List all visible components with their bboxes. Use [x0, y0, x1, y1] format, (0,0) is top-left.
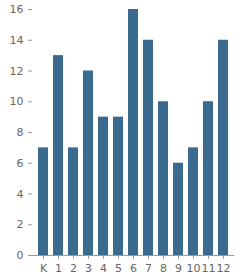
svg-text:2: 2: [17, 218, 24, 231]
svg-text:7: 7: [145, 262, 152, 275]
svg-text:12: 12: [217, 262, 231, 275]
svg-text:2: 2: [70, 262, 77, 275]
svg-text:11: 11: [202, 262, 216, 275]
svg-text:5: 5: [115, 262, 122, 275]
svg-text:6: 6: [130, 262, 137, 275]
svg-text:1: 1: [55, 262, 62, 275]
svg-text:10: 10: [187, 262, 201, 275]
svg-text:4: 4: [17, 188, 24, 201]
svg-text:12: 12: [10, 65, 24, 78]
svg-text:0: 0: [17, 249, 24, 262]
svg-text:3: 3: [85, 262, 92, 275]
svg-text:K: K: [40, 262, 48, 275]
svg-text:8: 8: [17, 126, 24, 139]
svg-text:4: 4: [100, 262, 107, 275]
svg-text:16: 16: [10, 3, 24, 16]
svg-text:14: 14: [10, 34, 24, 47]
svg-text:9: 9: [175, 262, 182, 275]
svg-text:10: 10: [10, 95, 24, 108]
svg-text:6: 6: [17, 157, 24, 170]
svg-text:8: 8: [160, 262, 167, 275]
